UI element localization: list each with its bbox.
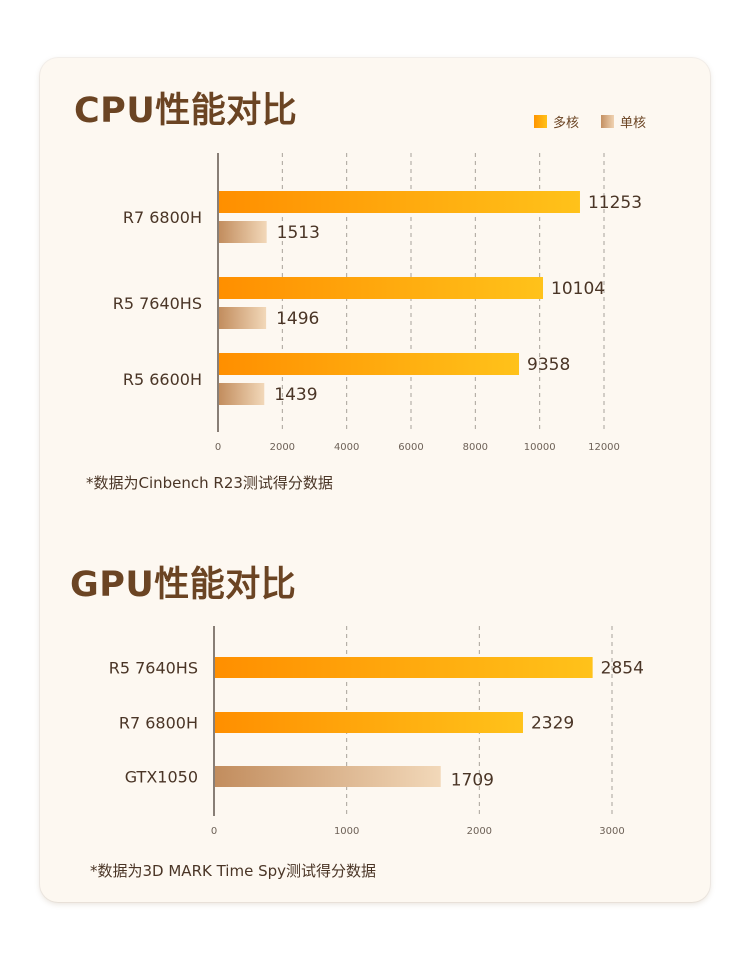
gpu-value-label-r5-7640hs: 2854	[601, 659, 644, 679]
cpu-bar-multi-r5-7640hs	[219, 277, 544, 299]
cpu-footnote: *数据为Cinbench R23测试得分数据	[86, 474, 333, 492]
legend-label-single: 单核	[620, 116, 647, 131]
cpu-x-tick-label: 10000	[524, 442, 556, 453]
cpu-bar-multi-r7-6800h	[219, 191, 580, 213]
cpu-value-label-multi-r5-7640hs: 10104	[551, 279, 605, 299]
gpu-bar-gtx1050	[215, 766, 441, 787]
cpu-value-label-single-r5-6600h: 1439	[274, 385, 317, 405]
cpu-value-label-multi-r7-6800h: 11253	[588, 193, 642, 213]
gpu-x-tick-label: 2000	[467, 826, 492, 837]
gpu-category-label-r7-6800h: R7 6800H	[119, 714, 198, 733]
cpu-bar-single-r7-6800h	[219, 221, 267, 243]
cpu-x-tick-label: 4000	[334, 442, 359, 453]
cpu-value-label-multi-r5-6600h: 9358	[527, 355, 570, 375]
gpu-footnote: *数据为3D MARK Time Spy测试得分数据	[90, 862, 376, 880]
legend-item-multi: 多核	[534, 112, 579, 131]
gpu-x-tick-label: 0	[211, 826, 217, 837]
cpu-x-tick-label: 12000	[588, 442, 620, 453]
gpu-x-tick-label: 1000	[334, 826, 359, 837]
legend-item-single: 单核	[601, 112, 646, 131]
cpu-bar-single-r5-7640hs	[219, 307, 267, 329]
cpu-x-tick-label: 0	[215, 442, 221, 453]
legend-swatch-multi	[534, 115, 547, 128]
gpu-x-tick-label: 3000	[599, 826, 624, 837]
cpu-bar-single-r5-6600h	[219, 383, 265, 405]
cpu-category-label-r5-6600h: R5 6600H	[123, 370, 202, 389]
cpu-category-label-r7-6800h: R7 6800H	[123, 208, 202, 227]
cpu-value-label-single-r5-7640hs: 1496	[276, 309, 319, 329]
legend-label-multi: 多核	[553, 116, 580, 131]
gpu-value-label-r7-6800h: 2329	[531, 714, 574, 734]
cpu-x-tick-label: 6000	[398, 442, 423, 453]
legend-swatch-single	[601, 115, 615, 128]
cpu-x-tick-label: 8000	[463, 442, 488, 453]
gpu-bar-r7-6800h	[215, 712, 523, 733]
cpu-category-label-r5-7640hs: R5 7640HS	[113, 294, 202, 313]
cpu-value-label-single-r7-6800h: 1513	[277, 223, 320, 243]
gpu-category-label-gtx1050: GTX1050	[125, 768, 198, 787]
gpu-chart-title: GPU性能对比	[70, 565, 297, 605]
cpu-bar-multi-r5-6600h	[219, 353, 520, 375]
gpu-category-label-r5-7640hs: R5 7640HS	[109, 659, 198, 678]
gpu-value-label-gtx1050: 1709	[451, 771, 494, 791]
gpu-bar-r5-7640hs	[215, 657, 593, 678]
cpu-x-tick-label: 2000	[270, 442, 295, 453]
cpu-legend: 多核 单核	[534, 112, 646, 131]
gpu-bar-chart: 0 1000 2000 3000 R5 7640HS 2854 R7 6800H 2329 GT…	[109, 626, 644, 837]
cpu-bar-chart: 0 2000 4000 6000 8000 10000 12000 R7 6800H 11253…	[113, 153, 642, 453]
cpu-chart-title: CPU性能对比	[74, 91, 298, 131]
